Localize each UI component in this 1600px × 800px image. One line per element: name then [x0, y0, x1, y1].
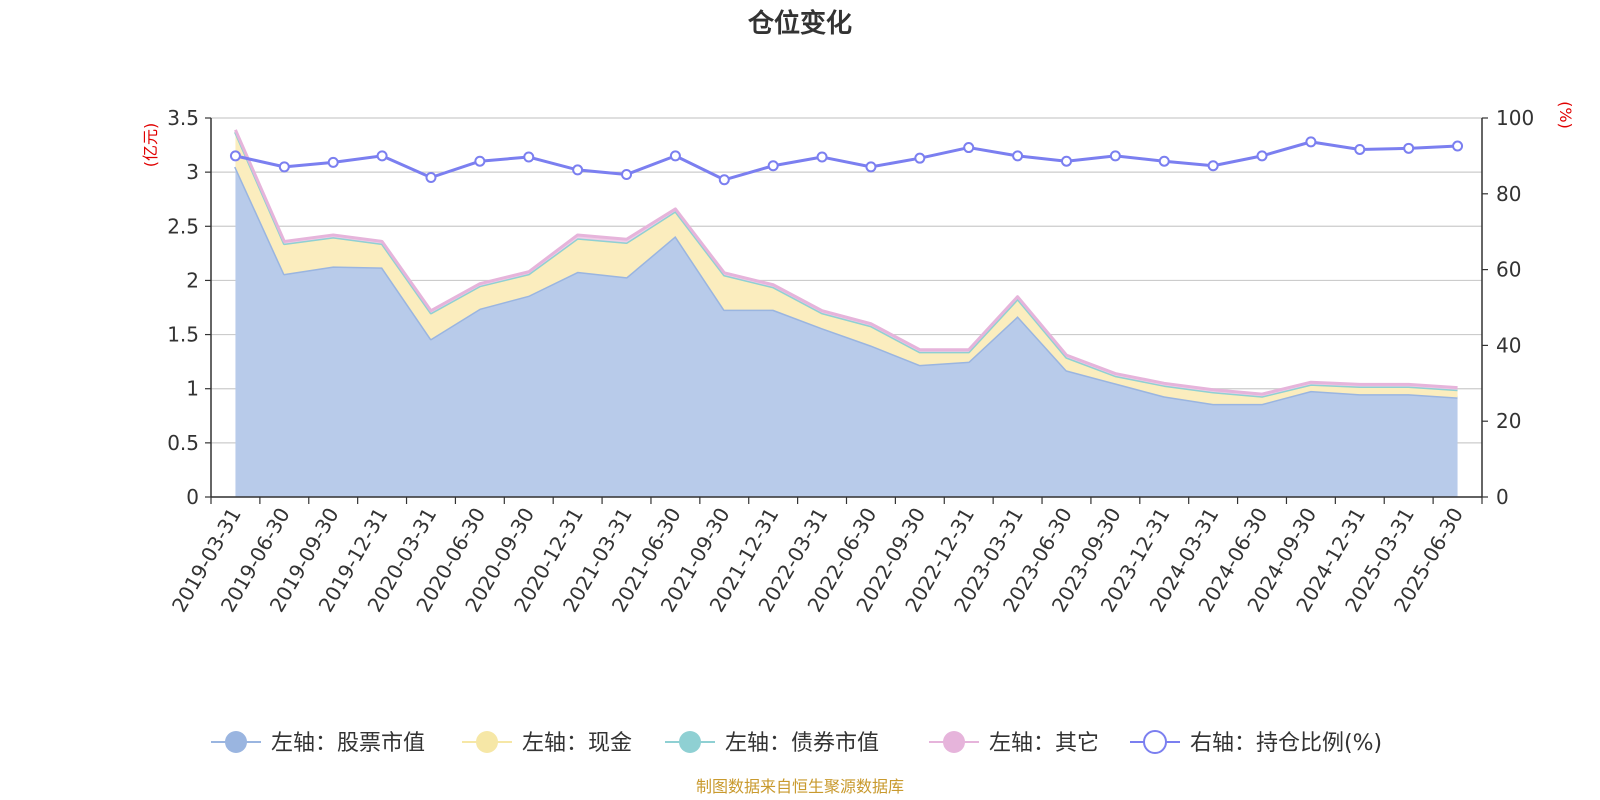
position-ratio-line [235, 140, 1458, 182]
left-axis-tick-label: 3.5 [167, 106, 199, 130]
position-ratio-point[interactable] [669, 150, 681, 162]
position-ratio-point[interactable] [376, 150, 388, 162]
legend-item[interactable]: 左轴：股票市值 [211, 731, 425, 756]
position-ratio-point[interactable] [474, 155, 486, 167]
legend-marker [943, 731, 965, 753]
position-ratio-point[interactable] [1452, 140, 1464, 152]
position-ratio-point[interactable] [1207, 160, 1219, 172]
position-ratio-point[interactable] [1403, 142, 1415, 154]
left-axis-tick-label: 1 [186, 377, 199, 401]
legend-item[interactable]: 左轴：债券市值 [665, 731, 879, 756]
legend-label: 左轴：现金 [522, 731, 632, 756]
left-axis-tick-label: 0 [186, 485, 199, 509]
position-ratio-point[interactable] [1256, 150, 1268, 162]
left-axis-tick-label: 0.5 [167, 431, 199, 455]
position-ratio-point[interactable] [914, 152, 926, 164]
position-ratio-point[interactable] [1305, 136, 1317, 148]
legend-marker [225, 731, 247, 753]
legend-item[interactable]: 右轴：持仓比例(%) [1130, 730, 1382, 756]
left-axis-unit: (亿元) [141, 123, 160, 168]
position-ratio-point[interactable] [621, 168, 633, 180]
position-ratio-point[interactable] [963, 142, 975, 154]
position-ratio-point[interactable] [572, 164, 584, 176]
legend-item[interactable]: 左轴：其它 [929, 731, 1099, 756]
position-ratio-point[interactable] [523, 151, 535, 163]
position-ratio-point[interactable] [1158, 155, 1170, 167]
ratio-line-layer [229, 136, 1464, 186]
right-axis-tick-label: 20 [1496, 409, 1521, 433]
position-ratio-point[interactable] [425, 172, 437, 184]
position-ratio-point[interactable] [767, 160, 779, 172]
right-axis-tick-label: 40 [1496, 333, 1521, 357]
data-source-note: 制图数据来自恒生聚源数据库 [696, 777, 904, 796]
position-ratio-point[interactable] [1012, 150, 1024, 162]
right-axis-unit: (%) [1556, 101, 1575, 129]
position-ratio-point[interactable] [865, 161, 877, 173]
legend-label: 左轴：债券市值 [725, 731, 879, 756]
left-axis-tick-label: 2 [186, 268, 199, 292]
right-axis-tick-label: 80 [1496, 182, 1521, 206]
legend: 左轴：股票市值 左轴：现金 左轴：债券市值 左轴：其它 右轴：持仓比例(%) [211, 730, 1382, 756]
left-axis-tick-label: 2.5 [167, 214, 199, 238]
legend-marker [679, 731, 701, 753]
position-ratio-point[interactable] [718, 174, 730, 186]
position-ratio-point[interactable] [1354, 143, 1366, 155]
right-axis-tick-label: 60 [1496, 258, 1521, 282]
legend-label: 右轴：持仓比例(%) [1190, 731, 1382, 756]
chart-title: 仓位变化 [747, 8, 852, 39]
legend-marker [1143, 730, 1167, 754]
legend-label: 左轴：其它 [989, 731, 1099, 756]
position-ratio-point[interactable] [816, 151, 828, 163]
left-axis-tick-label: 3 [186, 160, 199, 184]
position-ratio-point[interactable] [1060, 155, 1072, 167]
position-ratio-point[interactable] [327, 156, 339, 168]
legend-item[interactable]: 左轴：现金 [462, 731, 632, 756]
position-ratio-point[interactable] [1109, 150, 1121, 162]
stacked-area-edge [234, 129, 1458, 396]
stacked-area [235, 166, 1458, 497]
left-axis-tick-label: 1.5 [167, 323, 199, 347]
legend-marker [476, 731, 498, 753]
area-layer [234, 129, 1458, 497]
right-axis-tick-label: 0 [1496, 485, 1509, 509]
right-axis-tick-label: 100 [1496, 106, 1534, 130]
position-ratio-point[interactable] [229, 150, 241, 162]
legend-label: 左轴：股票市值 [271, 731, 425, 756]
position-ratio-point[interactable] [278, 161, 290, 173]
